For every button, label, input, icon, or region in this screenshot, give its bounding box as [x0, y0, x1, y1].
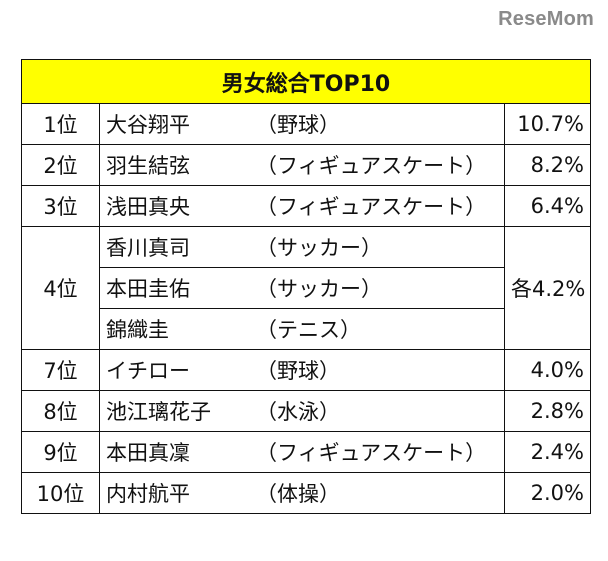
athlete-sport: （テニス）: [256, 318, 361, 342]
athlete-name: 浅田真央: [106, 195, 190, 219]
percent-cell: 各4.2%: [504, 226, 591, 350]
rank-cell: 3位: [21, 185, 100, 227]
athlete-sport: （フィギュアスケート）: [256, 195, 487, 219]
athlete-name: 本田真凜: [106, 441, 190, 465]
athlete-name: 池江璃花子: [106, 400, 211, 424]
athlete-sport: （サッカー）: [256, 236, 382, 260]
athlete-cell: 錦織圭 （テニス）: [99, 308, 505, 350]
rank-cell: 9位: [21, 431, 100, 473]
athlete-sport: （水泳）: [256, 400, 340, 424]
table-row: 2位 羽生結弦 （フィギュアスケート） 8.2%: [21, 144, 591, 186]
rank-cell: 2位: [21, 144, 100, 186]
athlete-name: 錦織圭: [106, 318, 169, 342]
table-row: 1位 大谷翔平 （野球） 10.7%: [21, 103, 591, 145]
table-header-row: 男女総合TOP10: [21, 59, 591, 104]
table-title: 男女総合TOP10: [21, 59, 591, 104]
athlete-cell: 浅田真央 （フィギュアスケート）: [99, 185, 505, 227]
rank-cell: 8位: [21, 390, 100, 432]
athlete-cell: 大谷翔平 （野球）: [99, 103, 505, 145]
athlete-cell: 本田圭佑 （サッカー）: [99, 267, 505, 309]
athlete-sport: （野球）: [256, 359, 340, 383]
athlete-cell: イチロー （野球）: [99, 349, 505, 391]
rank-cell: 1位: [21, 103, 100, 145]
percent-cell: 6.4%: [504, 185, 591, 227]
table-row: 8位 池江璃花子 （水泳） 2.8%: [21, 390, 591, 432]
athlete-sport: （野球）: [256, 113, 340, 137]
athlete-cell: 羽生結弦 （フィギュアスケート）: [99, 144, 505, 186]
percent-cell: 2.4%: [504, 431, 591, 473]
athlete-name: 羽生結弦: [106, 154, 190, 178]
table-row: 9位 本田真凜 （フィギュアスケート） 2.4%: [21, 431, 591, 473]
athlete-sport: （サッカー）: [256, 277, 382, 301]
athlete-cell: 池江璃花子 （水泳）: [99, 390, 505, 432]
percent-cell: 2.8%: [504, 390, 591, 432]
table-row: 3位 浅田真央 （フィギュアスケート） 6.4%: [21, 185, 591, 227]
ranking-table: 男女総合TOP10 1位 大谷翔平 （野球） 10.7% 2位 羽生結弦 （フィギュ…: [21, 59, 591, 514]
athlete-sport: （フィギュアスケート）: [256, 441, 487, 465]
athlete-name: 大谷翔平: [106, 113, 190, 137]
rank-cell: 10位: [21, 472, 100, 514]
athlete-name: 本田圭佑: [106, 277, 190, 301]
percent-cell: 4.0%: [504, 349, 591, 391]
athlete-name: 香川真司: [106, 236, 190, 260]
table-row: 7位 イチロー （野球） 4.0%: [21, 349, 591, 391]
rank-cell: 4位: [21, 226, 100, 350]
resemom-logo: ReseMom: [498, 8, 594, 30]
athlete-sport: （フィギュアスケート）: [256, 154, 487, 178]
rank-cell: 7位: [21, 349, 100, 391]
percent-cell: 2.0%: [504, 472, 591, 514]
table-row: 10位 内村航平 （体操） 2.0%: [21, 472, 591, 514]
athlete-name: イチロー: [106, 359, 190, 383]
table-row: 4位 香川真司 （サッカー） 各4.2%: [21, 226, 591, 350]
athlete-cell: 本田真凜 （フィギュアスケート）: [99, 431, 505, 473]
athlete-cell: 内村航平 （体操）: [99, 472, 505, 514]
athlete-sport: （体操）: [256, 482, 340, 506]
percent-cell: 8.2%: [504, 144, 591, 186]
athlete-cell: 香川真司 （サッカー）: [99, 226, 505, 268]
athlete-name: 内村航平: [106, 482, 190, 506]
percent-cell: 10.7%: [504, 103, 591, 145]
table-row: 本田圭佑 （サッカー）: [22, 267, 591, 309]
